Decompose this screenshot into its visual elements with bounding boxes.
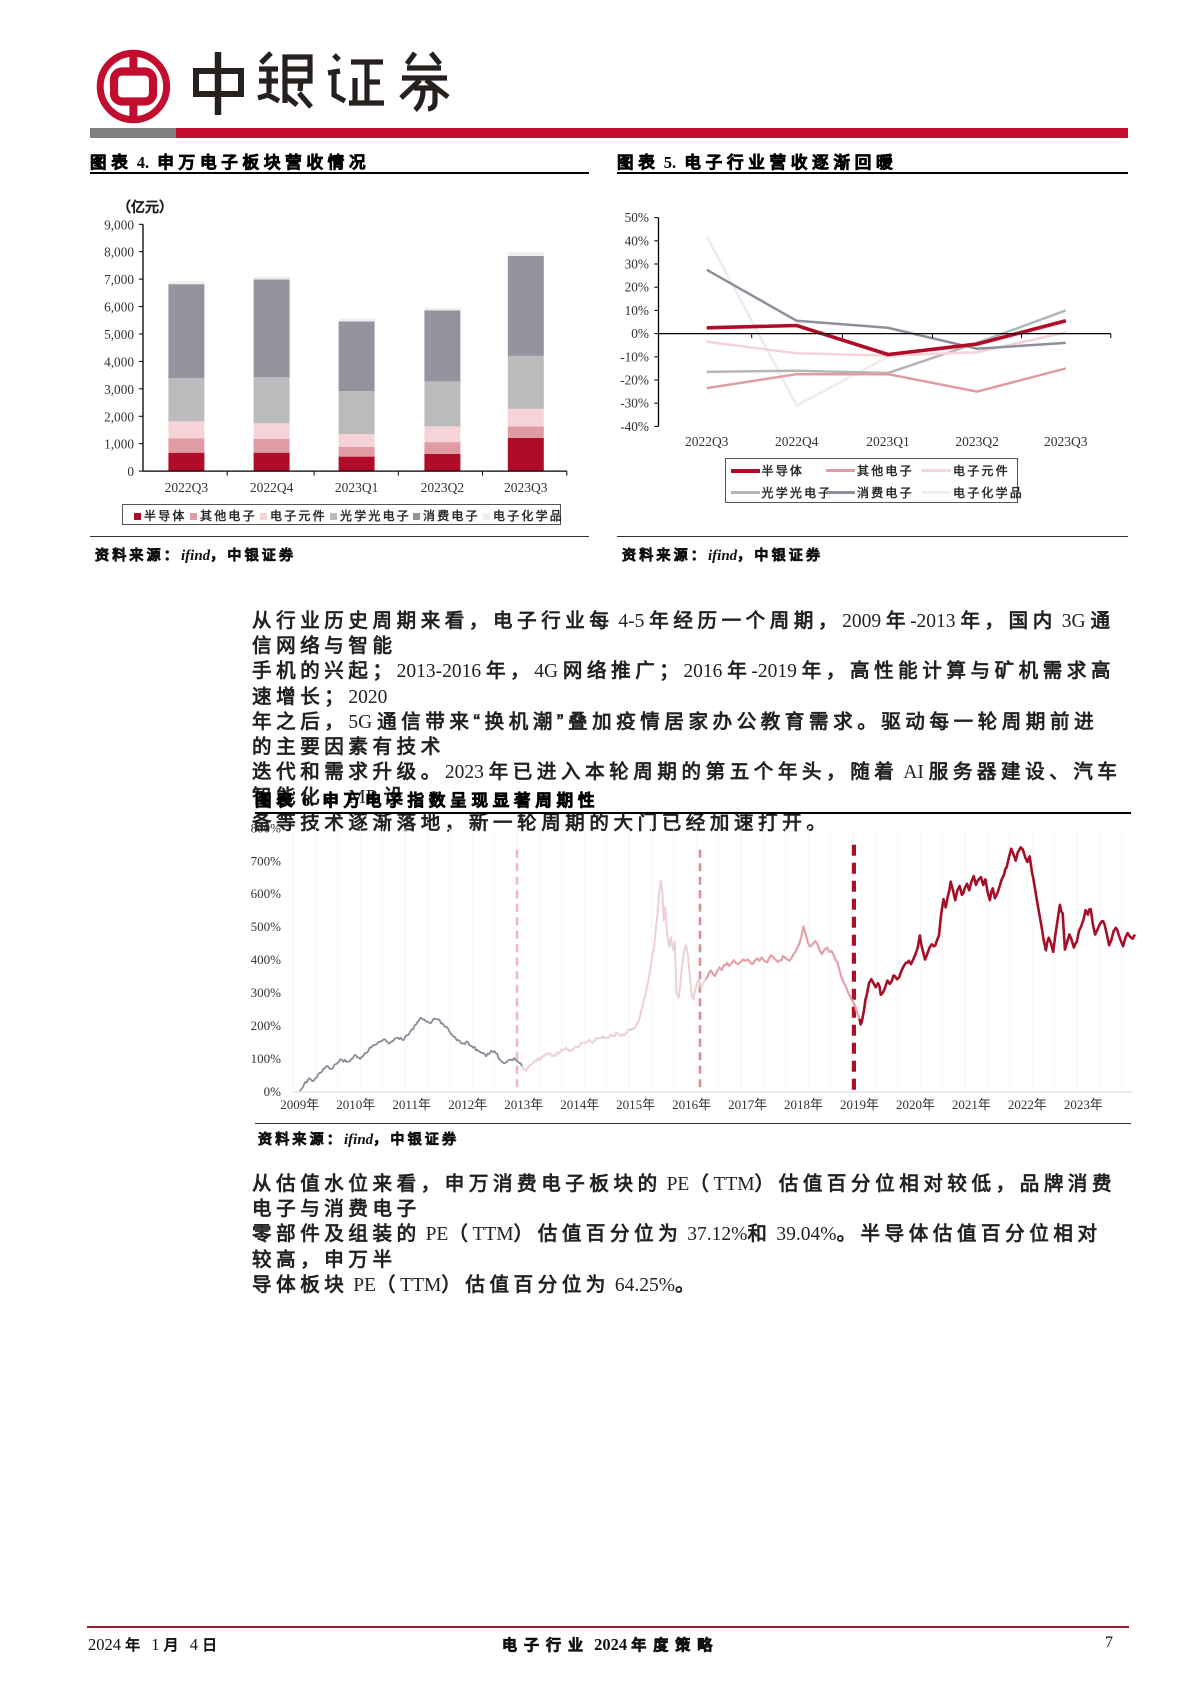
svg-text:600%: 600% (251, 886, 282, 901)
svg-text:2015年: 2015年 (616, 1097, 655, 1112)
svg-text:-30%: -30% (620, 396, 649, 411)
svg-text:2022Q3: 2022Q3 (165, 480, 209, 495)
svg-text:2013年: 2013年 (504, 1097, 543, 1112)
svg-text:2023年: 2023年 (1064, 1097, 1103, 1112)
svg-text:-10%: -10% (620, 349, 649, 364)
svg-text:800%: 800% (251, 820, 282, 835)
svg-text:2023Q3: 2023Q3 (504, 480, 548, 495)
svg-text:20%: 20% (625, 280, 649, 295)
svg-text:10%: 10% (625, 303, 649, 318)
svg-text:-40%: -40% (620, 419, 649, 434)
svg-text:4,000: 4,000 (104, 354, 134, 369)
svg-text:3,000: 3,000 (104, 382, 134, 397)
svg-text:100%: 100% (251, 1051, 282, 1066)
svg-text:30%: 30% (625, 257, 649, 272)
svg-text:5,000: 5,000 (104, 327, 134, 342)
svg-text:2020年: 2020年 (896, 1097, 935, 1112)
svg-text:-20%: -20% (620, 373, 649, 388)
svg-text:2023Q2: 2023Q2 (955, 434, 999, 449)
svg-text:2023Q1: 2023Q1 (335, 480, 379, 495)
svg-text:0%: 0% (631, 326, 649, 341)
svg-text:2018年: 2018年 (784, 1097, 823, 1112)
svg-text:2011年: 2011年 (392, 1097, 431, 1112)
svg-text:2,000: 2,000 (104, 409, 134, 424)
svg-text:2019年: 2019年 (840, 1097, 879, 1112)
svg-text:2010年: 2010年 (336, 1097, 375, 1112)
svg-text:400%: 400% (251, 952, 282, 967)
svg-text:9,000: 9,000 (104, 217, 134, 232)
svg-text:2023Q1: 2023Q1 (866, 434, 910, 449)
svg-text:2012年: 2012年 (448, 1097, 487, 1112)
svg-text:2022Q4: 2022Q4 (775, 434, 819, 449)
svg-text:2017年: 2017年 (728, 1097, 767, 1112)
svg-text:2014年: 2014年 (560, 1097, 599, 1112)
svg-text:2022Q4: 2022Q4 (250, 480, 294, 495)
svg-text:200%: 200% (251, 1018, 282, 1033)
svg-text:0%: 0% (264, 1084, 282, 1099)
svg-text:1,000: 1,000 (104, 437, 134, 452)
svg-text:7,000: 7,000 (104, 272, 134, 287)
svg-text:300%: 300% (251, 985, 282, 1000)
svg-text:2021年: 2021年 (952, 1097, 991, 1112)
svg-text:2022年: 2022年 (1008, 1097, 1047, 1112)
svg-text:2023Q3: 2023Q3 (1044, 434, 1088, 449)
svg-text:40%: 40% (625, 233, 649, 248)
svg-text:2023Q2: 2023Q2 (421, 480, 465, 495)
svg-text:2009年: 2009年 (280, 1097, 319, 1112)
svg-text:700%: 700% (251, 853, 282, 868)
svg-text:500%: 500% (251, 919, 282, 934)
svg-text:8,000: 8,000 (104, 245, 134, 260)
svg-text:50%: 50% (625, 210, 649, 225)
svg-text:0: 0 (127, 464, 134, 479)
svg-text:2022Q3: 2022Q3 (685, 434, 729, 449)
svg-text:2016年: 2016年 (672, 1097, 711, 1112)
svg-text:6,000: 6,000 (104, 300, 134, 315)
